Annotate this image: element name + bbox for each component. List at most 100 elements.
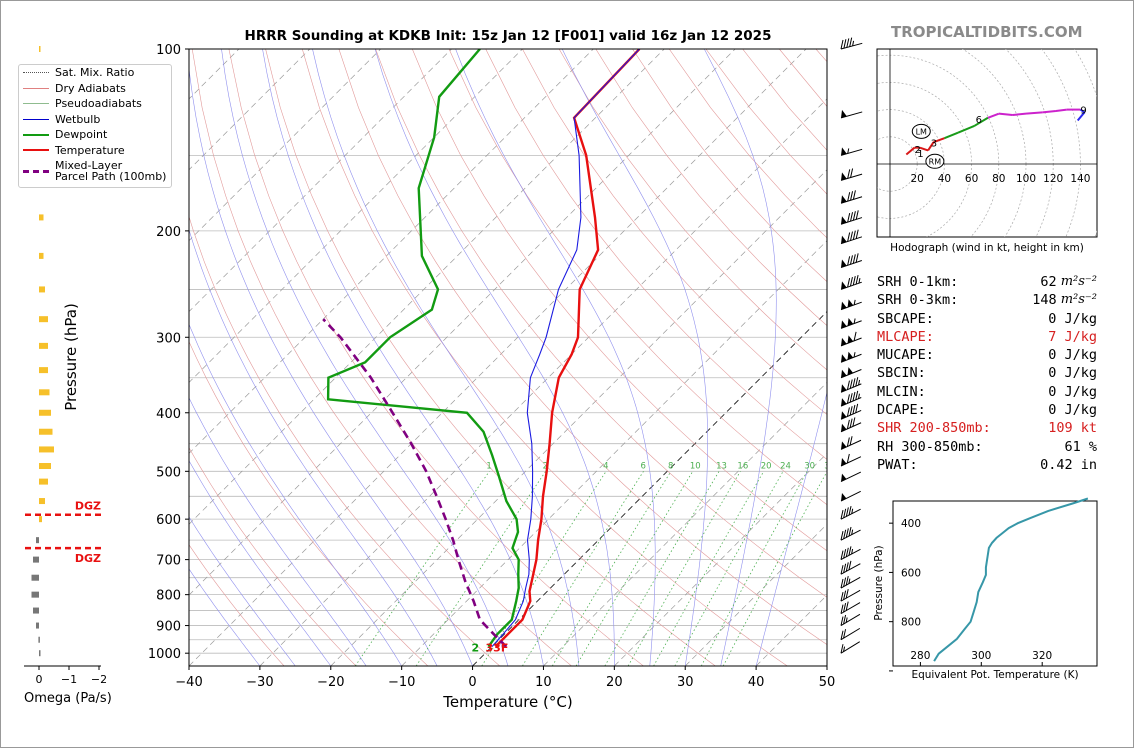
series-temperature bbox=[494, 49, 641, 648]
hodograph-caption: Hodograph (wind in kt, height in km) bbox=[890, 242, 1084, 254]
omega-bar bbox=[39, 214, 44, 221]
index-row: SBCIN: 0 J/kg bbox=[877, 364, 1097, 382]
legend-item: Dewpoint bbox=[19, 127, 171, 143]
x-tick-label: −40 bbox=[175, 675, 202, 690]
hodograph-frame bbox=[876, 48, 1098, 238]
dry-adiabat bbox=[189, 447, 357, 666]
hodo-tick-label: 60 bbox=[965, 173, 978, 185]
dry-adiabat bbox=[189, 544, 285, 666]
wind-barb bbox=[840, 613, 861, 626]
wetbulb-adiabat bbox=[455, 49, 656, 666]
brand-watermark: TROPICALTIDBITS.COM bbox=[891, 23, 1083, 41]
wetbulb-adiabat bbox=[189, 65, 473, 666]
omega-bar bbox=[39, 478, 48, 485]
mixing-ratio-label: 20 bbox=[761, 461, 772, 471]
index-value: 62 bbox=[1040, 274, 1057, 290]
mixing-ratio-label: 4 bbox=[603, 461, 608, 471]
wind-barb bbox=[840, 627, 861, 641]
legend-label: Wetbulb bbox=[55, 112, 101, 126]
indices-panel: SRH 0-1km: 62 m²s⁻² SRH 0-3km: 148 m²s⁻² SBC… bbox=[877, 273, 1097, 474]
hodo-segment bbox=[987, 112, 1000, 119]
hodo-height-mark: 6 bbox=[976, 115, 982, 126]
y-tick-label: 1000 bbox=[148, 647, 181, 662]
wind-barb bbox=[840, 505, 861, 520]
hodo-segment bbox=[973, 116, 989, 127]
omega-bar bbox=[39, 389, 50, 396]
hodo-tick-label: 120 bbox=[1043, 173, 1063, 185]
x-tick-label: 0 bbox=[468, 675, 476, 690]
hodo-segment bbox=[927, 141, 935, 151]
y-tick-label: 100 bbox=[156, 43, 181, 58]
dry-adiabat bbox=[189, 215, 500, 666]
hodo-segment bbox=[905, 146, 916, 156]
y-tick-label: 900 bbox=[156, 620, 181, 635]
wind-barb bbox=[840, 471, 862, 483]
index-row: RH 300-850mb: 61 % bbox=[877, 438, 1097, 456]
index-row: PWAT: 0.42 in bbox=[877, 456, 1097, 474]
x-tick-label: −10 bbox=[388, 675, 415, 690]
hodo-segment bbox=[998, 112, 1013, 117]
mixing-ratio-line bbox=[627, 471, 741, 666]
isotherm bbox=[472, 310, 827, 666]
wind-barb bbox=[840, 436, 862, 450]
hodo-storm-label: LM bbox=[916, 127, 927, 136]
dry-adiabat bbox=[485, 49, 827, 460]
index-value: 0 J/kg bbox=[1048, 365, 1097, 382]
hodo-height-mark: 9 bbox=[1080, 106, 1086, 117]
index-key: DCAPE: bbox=[877, 402, 926, 419]
mixing-ratio-line bbox=[575, 471, 694, 666]
omega-bar bbox=[39, 252, 44, 259]
theta-x-tick-label: 320 bbox=[1032, 650, 1052, 662]
legend: Sat. Mix. Ratio Dry Adiabats Pseudoadiabat… bbox=[18, 64, 172, 188]
omega-bar bbox=[33, 556, 39, 563]
wind-barb bbox=[840, 526, 861, 541]
hodo-segment bbox=[957, 124, 975, 134]
wind-barb bbox=[840, 367, 862, 379]
hodo-storm-motion bbox=[911, 123, 931, 139]
y-tick-label: 200 bbox=[156, 225, 181, 240]
mixing-ratio-line bbox=[354, 471, 490, 666]
isotherm bbox=[543, 381, 827, 666]
x-tick-label: 10 bbox=[535, 675, 552, 690]
wind-barb bbox=[840, 317, 862, 329]
dry-adiabat bbox=[558, 49, 827, 371]
legend-item: Dry Adiabats bbox=[19, 81, 171, 97]
mixing-ratio-label: 2 bbox=[543, 461, 548, 471]
wetbulb-adiabat bbox=[704, 49, 777, 666]
wind-barb bbox=[840, 560, 861, 575]
y-tick-label: 700 bbox=[156, 554, 181, 569]
sfc-temp-label: 33F bbox=[486, 642, 509, 655]
wind-barb bbox=[840, 390, 862, 407]
wetbulb-adiabat bbox=[221, 49, 509, 666]
y-tick-label: 800 bbox=[156, 589, 181, 604]
index-key: MLCIN: bbox=[877, 383, 926, 400]
mixing-ratio-label: 30 bbox=[804, 461, 815, 471]
index-key: SBCAPE: bbox=[877, 310, 934, 327]
mixing-ratio-line bbox=[722, 471, 827, 666]
x-tick-label: −20 bbox=[317, 675, 344, 690]
y-axis-label: Pressure (hPa) bbox=[62, 303, 80, 411]
index-value: 0 J/kg bbox=[1048, 383, 1097, 400]
hodo-segment bbox=[919, 146, 929, 152]
hodo-height-mark: 2 bbox=[914, 145, 920, 156]
wetbulb-adiabat bbox=[189, 228, 438, 666]
index-value: 7 J/kg bbox=[1048, 328, 1097, 345]
omega-bar bbox=[39, 446, 54, 453]
index-key: SBCIN: bbox=[877, 365, 926, 382]
x-axis-label: Temperature (°C) bbox=[443, 693, 573, 711]
theta-y-tick-label: 800 bbox=[901, 617, 921, 629]
mixing-ratio-line bbox=[604, 471, 720, 666]
wind-barb bbox=[840, 253, 862, 269]
omega-bar bbox=[39, 516, 42, 523]
legend-swatch bbox=[23, 118, 49, 120]
legend-swatch bbox=[23, 72, 49, 74]
dry-adiabat bbox=[265, 49, 716, 666]
isotherm bbox=[189, 49, 736, 596]
wetbulb-adiabat bbox=[189, 323, 402, 666]
mixing-ratio-label: 8 bbox=[668, 461, 673, 471]
mixing-ratio-line bbox=[653, 471, 765, 666]
legend-label: Dewpoint bbox=[55, 128, 108, 142]
dry-adiabat bbox=[338, 49, 827, 645]
mixing-ratio-label: 36 bbox=[824, 461, 835, 471]
